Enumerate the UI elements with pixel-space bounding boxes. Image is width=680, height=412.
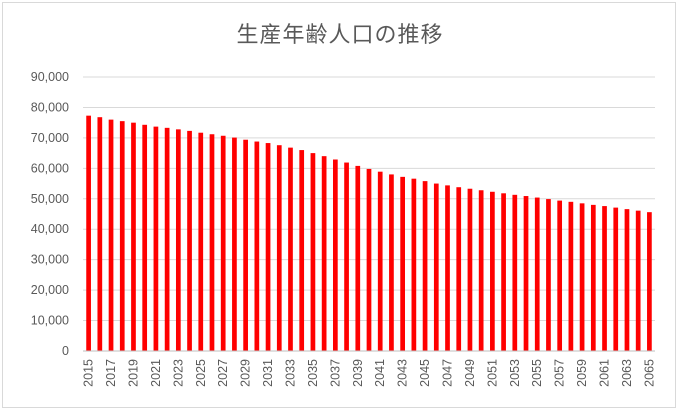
bar-2057 <box>557 200 563 351</box>
x-tick-label: 2049 <box>463 359 477 387</box>
x-tick-label: 2037 <box>328 359 342 387</box>
x-tick-label: 2029 <box>239 359 253 387</box>
bar-2031 <box>265 143 271 351</box>
x-tick-label: 2019 <box>126 359 140 387</box>
x-tick-label: 2063 <box>620 359 634 387</box>
y-tick-label: 10,000 <box>31 314 69 328</box>
x-tick-label: 2045 <box>418 359 432 387</box>
bar-2062 <box>613 207 619 351</box>
x-tick-label: 2043 <box>396 359 410 387</box>
bar-2042 <box>389 174 394 351</box>
bar-2045 <box>422 181 428 351</box>
bar-2061 <box>602 206 607 351</box>
bar-2033 <box>288 147 293 351</box>
bar-2039 <box>355 165 361 351</box>
x-tick-label: 2025 <box>194 359 208 387</box>
bar-2051 <box>490 191 495 351</box>
y-tick-label: 20,000 <box>31 283 69 297</box>
bar-2056 <box>546 199 551 351</box>
bar-2029 <box>243 139 248 351</box>
y-tick-label: 90,000 <box>31 70 69 84</box>
y-tick-label: 30,000 <box>31 253 69 267</box>
bar-2024 <box>187 130 192 351</box>
bar-2030 <box>254 141 260 351</box>
bar-2034 <box>299 150 305 351</box>
bar-2058 <box>568 201 574 351</box>
y-tick-label: 40,000 <box>31 222 69 236</box>
bar-2022 <box>164 127 170 351</box>
bar-2019 <box>131 122 136 351</box>
bar-2025 <box>198 132 204 351</box>
x-tick-label: 2051 <box>485 359 499 387</box>
bar-2041 <box>377 171 383 351</box>
y-tick-label: 50,000 <box>31 192 69 206</box>
bar-2059 <box>579 203 585 351</box>
bar-2063 <box>624 209 630 351</box>
bar-2043 <box>400 176 405 351</box>
bar-2023 <box>175 129 181 351</box>
bar-2028 <box>232 137 237 351</box>
bar-2054 <box>523 196 529 351</box>
bar-2049 <box>467 188 473 351</box>
chart-title: 生産年齢人口の推移 <box>236 23 444 48</box>
x-tick-label: 2039 <box>351 359 365 387</box>
y-tick-label: 60,000 <box>31 161 69 175</box>
x-tick-label: 2057 <box>553 359 567 387</box>
x-tick-label: 2055 <box>530 359 544 387</box>
x-tick-label: 2031 <box>261 359 275 387</box>
bar-2048 <box>456 187 462 351</box>
bar-2020 <box>142 124 148 351</box>
bar-2032 <box>276 145 282 351</box>
bar-2036 <box>321 156 327 351</box>
bar-2016 <box>97 117 103 351</box>
x-tick-label: 2023 <box>171 359 185 387</box>
bar-2047 <box>445 185 450 351</box>
bar-2027 <box>220 135 226 351</box>
x-tick-label: 2015 <box>82 359 96 387</box>
x-tick-label: 2035 <box>306 359 320 387</box>
bar-2018 <box>119 121 125 351</box>
y-tick-label: 70,000 <box>31 131 69 145</box>
x-tick-label: 2047 <box>441 359 455 387</box>
bar-2026 <box>209 134 215 351</box>
bar-2035 <box>310 153 316 351</box>
bar-2038 <box>344 162 349 351</box>
x-tick-label: 2041 <box>373 359 387 387</box>
bar-2055 <box>534 197 540 351</box>
bar-2021 <box>153 126 159 352</box>
x-tick-label: 2027 <box>216 359 230 387</box>
bar-2044 <box>411 178 417 351</box>
bar-2017 <box>108 119 114 352</box>
x-tick-label: 2065 <box>642 359 656 387</box>
y-tick-label: 80,000 <box>31 100 69 114</box>
x-tick-label: 2017 <box>104 359 118 387</box>
x-tick-label: 2033 <box>283 359 297 387</box>
bar-2015 <box>86 115 91 351</box>
x-tick-label: 2061 <box>598 359 612 387</box>
x-tick-label: 2059 <box>575 359 589 387</box>
bar-2064 <box>635 210 641 351</box>
bar-2037 <box>333 159 338 351</box>
x-tick-label: 2053 <box>508 359 522 387</box>
bar-2050 <box>478 190 484 351</box>
bar-2065 <box>647 212 652 351</box>
bar-2052 <box>501 193 506 351</box>
chart-frame: 生産年齢人口の推移 0 10,000 20,000 30,000 40,000 50,00… <box>2 2 676 408</box>
bar-2046 <box>433 183 439 351</box>
y-tick-label: 0 <box>62 344 69 358</box>
bar-chart: 0 10,000 20,000 30,000 40,000 50,000 60,000 70,… <box>31 70 657 387</box>
bar-2060 <box>590 204 596 351</box>
bar-2053 <box>512 194 518 351</box>
bar-2040 <box>366 168 372 351</box>
x-tick-label: 2021 <box>149 359 163 387</box>
